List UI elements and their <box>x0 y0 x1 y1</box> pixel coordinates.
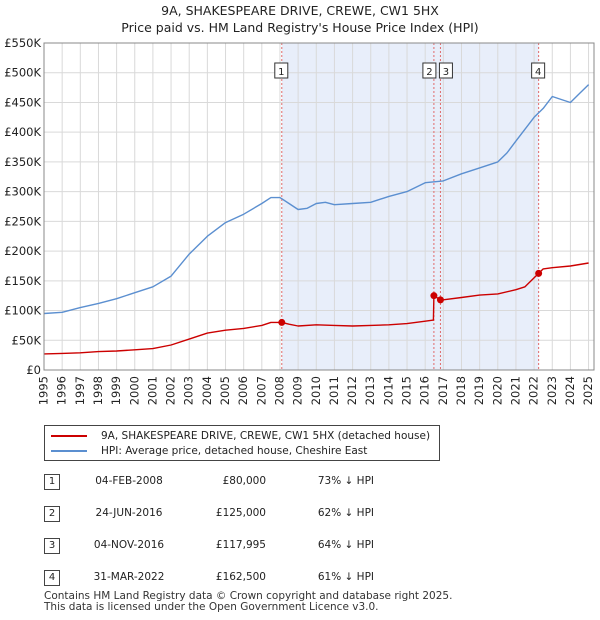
sale-point-4 <box>535 269 543 277</box>
x-tick-label: 2000 <box>127 376 141 405</box>
x-tick-label: 2009 <box>291 376 305 405</box>
sale-date: 31-MAR-2022 <box>93 571 165 583</box>
sale-hpi-diff: 61% ↓ HPI <box>317 571 374 583</box>
x-tick-label: 2007 <box>254 376 268 405</box>
x-tick-label: 2010 <box>309 376 323 405</box>
sale-marker-box-3 <box>438 62 453 79</box>
chart-title: 9A, SHAKESPEARE DRIVE, CREWE, CW1 5HX Pr… <box>0 2 600 36</box>
legend-item-property: 9A, SHAKESPEARE DRIVE, CREWE, CW1 5HX (d… <box>51 429 430 443</box>
table-row: 2 24-JUN-2016 £125,000 62% ↓ HPI <box>44 504 374 524</box>
sale-marker-label-3: 3 <box>443 67 449 78</box>
legend-swatch-property <box>51 435 87 437</box>
x-tick-label: 2008 <box>272 376 286 405</box>
sale-marker-box-2 <box>422 62 437 79</box>
sale-hpi-diff: 64% ↓ HPI <box>317 539 374 551</box>
sale-price: £80,000 <box>222 475 266 487</box>
y-tick-label: £300K <box>4 185 41 199</box>
x-tick-label: 2024 <box>563 376 577 405</box>
sale-date: 24-JUN-2016 <box>95 507 163 519</box>
sale-number-badge: 3 <box>44 538 60 554</box>
y-tick-label: £550K <box>4 36 41 50</box>
footer-attribution: Contains HM Land Registry data © Crown c… <box>44 591 452 613</box>
y-tick-label: £450K <box>4 95 41 109</box>
sale-point-3 <box>436 296 444 304</box>
x-tick-label: 2021 <box>508 376 522 405</box>
x-tick-label: 2005 <box>218 376 232 405</box>
sale-number-badge: 4 <box>44 570 60 586</box>
x-tick-label: 2018 <box>454 376 468 405</box>
property-series-line <box>43 262 589 355</box>
legend-swatch-hpi <box>51 450 87 452</box>
sale-marker-label-4: 4 <box>535 67 541 78</box>
sale-date: 04-NOV-2016 <box>93 539 165 551</box>
x-tick-label: 2020 <box>490 376 504 405</box>
x-tick-label: 2022 <box>527 376 541 405</box>
x-tick-label: 2006 <box>236 376 250 405</box>
sale-price: £125,000 <box>215 507 266 519</box>
y-tick-label: £50K <box>12 333 42 347</box>
sale-marker-box-1 <box>274 62 289 79</box>
sale-hpi-diff: 73% ↓ HPI <box>317 475 374 487</box>
y-tick-label: £400K <box>4 125 41 139</box>
x-tick-label: 1998 <box>91 376 105 405</box>
legend-item-hpi: HPI: Average price, detached house, Ches… <box>51 444 367 458</box>
sale-marker-label-2: 2 <box>426 67 432 78</box>
x-tick-label: 2004 <box>200 376 214 405</box>
legend-label-property: 9A, SHAKESPEARE DRIVE, CREWE, CW1 5HX (d… <box>101 430 431 442</box>
x-tick-label: 2001 <box>145 376 159 405</box>
x-tick-label: 1996 <box>55 376 69 405</box>
sale-point-2 <box>430 292 438 300</box>
x-tick-label: 1999 <box>109 376 123 405</box>
legend: 9A, SHAKESPEARE DRIVE, CREWE, CW1 5HX (d… <box>44 425 440 461</box>
x-tick-label: 2014 <box>381 376 395 405</box>
shaded-ownership-range <box>281 43 539 370</box>
title-line-2: Price paid vs. HM Land Registry's House … <box>121 20 479 35</box>
sale-number-badge: 2 <box>44 506 60 522</box>
sale-price: £162,500 <box>215 571 266 583</box>
x-tick-label: 2013 <box>363 376 377 405</box>
y-tick-label: £350K <box>4 155 41 169</box>
table-row: 1 04-FEB-2008 £80,000 73% ↓ HPI <box>44 472 374 492</box>
x-tick-label: 2025 <box>581 376 595 405</box>
footer-line-2: This data is licensed under the Open Gov… <box>44 601 379 613</box>
x-tick-label: 2019 <box>472 376 486 405</box>
table-row: 4 31-MAR-2022 £162,500 61% ↓ HPI <box>44 568 374 588</box>
price-chart: £0 £50K £100K £150K £200K £250K £300K £350K £400… <box>4 36 595 405</box>
y-tick-label: £100K <box>4 304 41 318</box>
x-tick-label: 2002 <box>164 376 178 405</box>
y-tick-label: £0 <box>26 363 41 377</box>
sale-number-badge: 1 <box>44 474 60 490</box>
table-row: 3 04-NOV-2016 £117,995 64% ↓ HPI <box>44 536 374 556</box>
legend-label-hpi: HPI: Average price, detached house, Ches… <box>101 445 368 457</box>
footer-line-1: Contains HM Land Registry data © Crown c… <box>44 590 453 602</box>
x-tick-label: 2016 <box>418 376 432 405</box>
title-line-1: 9A, SHAKESPEARE DRIVE, CREWE, CW1 5HX <box>161 3 439 18</box>
y-tick-label: £500K <box>4 66 41 80</box>
y-tick-label: £250K <box>4 214 41 228</box>
x-tick-label: 1995 <box>37 376 51 405</box>
y-tick-label: £150K <box>4 274 41 288</box>
sale-price: £117,995 <box>215 539 266 551</box>
plot-border <box>43 42 595 371</box>
hpi-series-line <box>43 84 590 315</box>
x-tick-label: 2023 <box>545 376 559 405</box>
sale-point-1 <box>278 318 286 326</box>
sale-marker-label-1: 1 <box>278 67 284 78</box>
x-tick-label: 2011 <box>327 376 341 405</box>
sale-marker-box-4 <box>531 62 546 79</box>
x-tick-label: 2003 <box>182 376 196 405</box>
x-tick-label: 2017 <box>436 376 450 405</box>
sale-hpi-diff: 62% ↓ HPI <box>317 507 374 519</box>
x-tick-label: 2012 <box>345 376 359 405</box>
sale-date: 04-FEB-2008 <box>95 475 163 487</box>
y-tick-label: £200K <box>4 244 41 258</box>
x-tick-label: 1997 <box>73 376 87 405</box>
x-tick-label: 2015 <box>400 376 414 405</box>
